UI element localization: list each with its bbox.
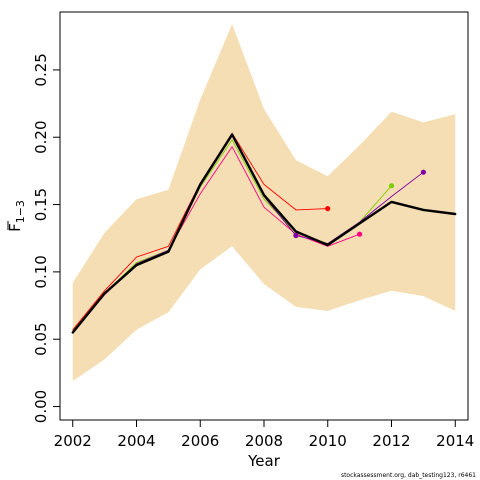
y-tick-label-3: 0.15 — [32, 188, 50, 221]
endpoint-marker-1 — [357, 231, 363, 237]
x-axis-title: Year — [247, 452, 281, 470]
y-tick-label-2: 0.10 — [32, 255, 50, 288]
x-axis: 2002 2004 2006 2008 2010 2012 2014 — [54, 420, 474, 450]
y-tick-label-4: 0.20 — [32, 120, 50, 153]
svg-text:F1−3: F1−3 — [6, 200, 27, 232]
y-axis-title-subscript: 1−3 — [14, 200, 27, 223]
x-tick-label-2004: 2004 — [117, 432, 155, 450]
endpoint-marker-4 — [293, 232, 299, 239]
y-tick-label-0: 0.00 — [32, 390, 50, 423]
endpoint-layer — [293, 169, 426, 239]
y-axis-title: F1−3 — [6, 200, 27, 232]
confidence-band-layer — [72, 24, 456, 381]
x-tick-label-2014: 2014 — [436, 432, 474, 450]
endpoint-marker-0 — [325, 206, 331, 212]
y-axis-title-main: F — [6, 223, 24, 232]
x-tick-label-2006: 2006 — [181, 432, 219, 450]
y-axis: 0.00 0.05 0.10 0.15 0.20 0.25 — [32, 53, 60, 423]
series-layer — [71, 132, 457, 334]
x-tick-label-2002: 2002 — [54, 432, 92, 450]
x-tick-label-2010: 2010 — [309, 432, 347, 450]
endpoint-marker-2 — [388, 183, 395, 189]
y-tick-label-1: 0.05 — [32, 322, 50, 355]
endpoint-marker-3 — [420, 169, 426, 175]
x-tick-label-2008: 2008 — [245, 432, 283, 450]
x-tick-label-2012: 2012 — [372, 432, 410, 450]
series-line-4 — [71, 133, 457, 334]
confidence-band — [72, 24, 456, 381]
y-tick-label-5: 0.25 — [32, 53, 50, 86]
credit-annotation: stockassessment.org, dab_testing123, r64… — [341, 472, 476, 479]
